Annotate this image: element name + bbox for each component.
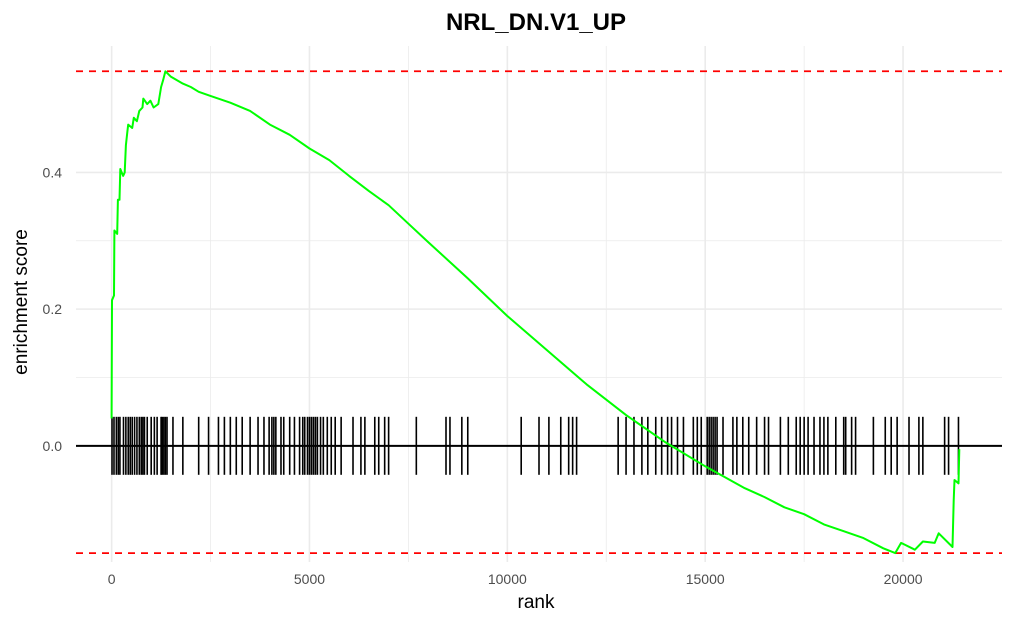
x-axis-title: rank xyxy=(518,592,555,613)
y-tick-label: 0.2 xyxy=(43,301,63,317)
x-tick-label: 20000 xyxy=(884,571,923,587)
enrichment-curve-layer xyxy=(110,70,961,555)
x-tick-label: 15000 xyxy=(686,571,725,587)
y-tick-label: 0.0 xyxy=(43,438,63,454)
x-tick-label: 10000 xyxy=(488,571,527,587)
threshold-lines xyxy=(76,70,1002,555)
tick-labels: 0 5000 10000 15000 20000 0.0 0.2 0.4 xyxy=(43,164,923,587)
x-tick-label: 5000 xyxy=(294,571,325,587)
chart-title: NRL_DN.V1_UP xyxy=(446,9,626,36)
y-tick-label: 0.4 xyxy=(43,164,63,180)
x-tick-label: 0 xyxy=(108,571,116,587)
enrichment-curve xyxy=(110,70,961,555)
y-axis-title: enrichment score xyxy=(11,229,32,375)
